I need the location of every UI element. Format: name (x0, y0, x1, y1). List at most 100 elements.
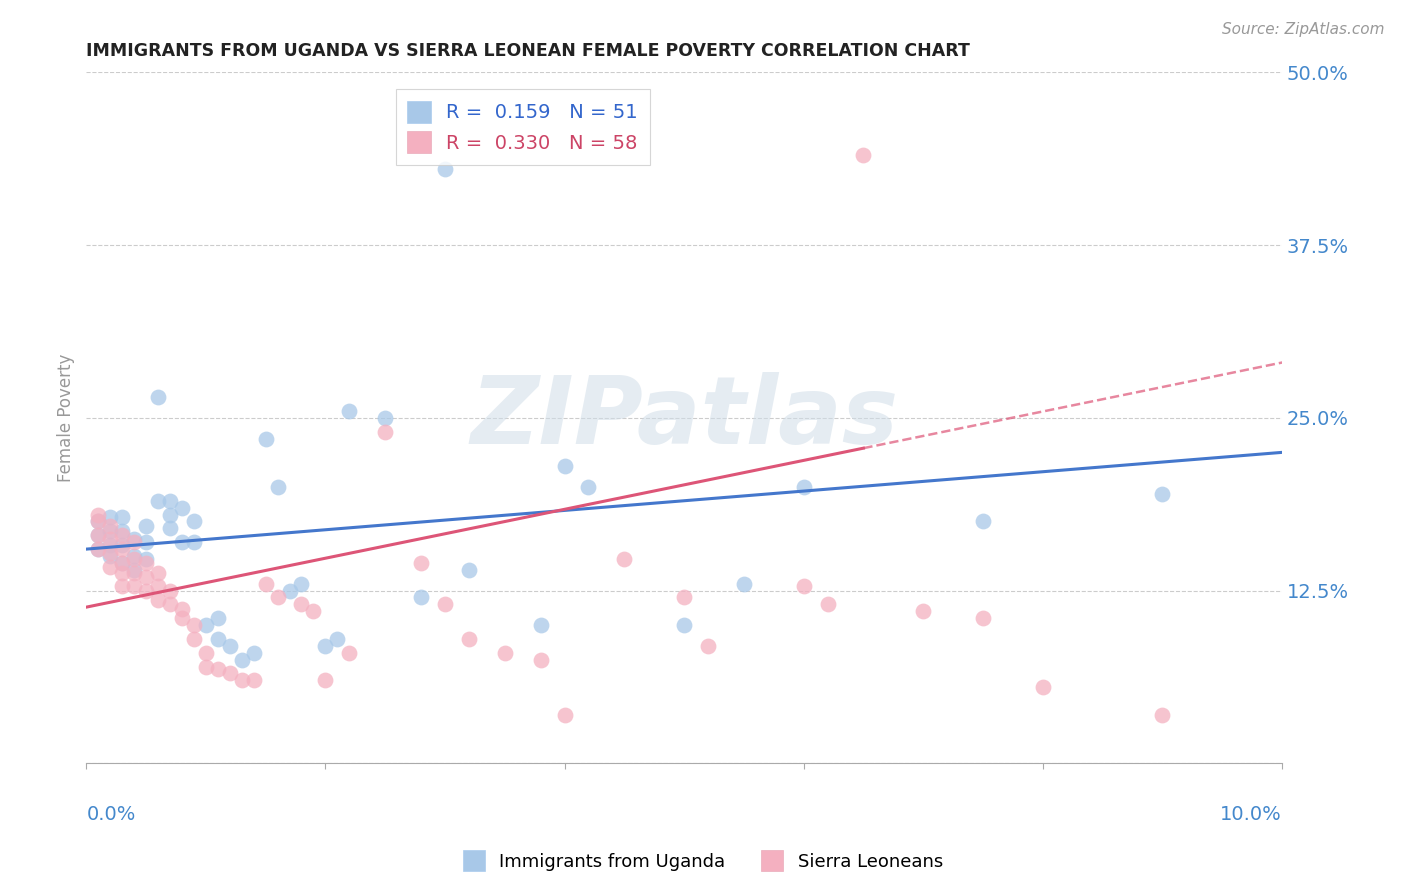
Point (111, 556, 134, 570)
Point (578, 480, 600, 494)
Point (697, 639, 720, 653)
Point (912, 604, 935, 618)
Point (122, 566, 145, 580)
Point (314, 673, 336, 688)
Point (135, 556, 157, 570)
Point (793, 579, 815, 593)
Point (122, 579, 145, 593)
Point (170, 601, 193, 615)
Point (553, 707, 575, 722)
Point (673, 591, 696, 605)
Point (135, 583, 157, 598)
Point (218, 639, 240, 653)
Point (111, 556, 134, 570)
Point (183, 632, 205, 646)
Point (146, 579, 169, 593)
Point (231, 653, 253, 667)
Point (159, 493, 181, 508)
Text: 10.0%: 10.0% (1220, 805, 1282, 823)
Point (170, 535, 193, 549)
Point (98, 549, 121, 563)
Point (98, 560, 121, 574)
Point (553, 459, 575, 474)
Point (183, 515, 205, 529)
Point (159, 598, 181, 612)
Point (146, 493, 169, 508)
Point (242, 673, 264, 688)
Point (159, 521, 181, 535)
Point (146, 566, 169, 580)
Point (254, 432, 277, 446)
Point (146, 593, 169, 607)
Point (111, 542, 134, 557)
Text: ZIPatlas: ZIPatlas (470, 372, 898, 464)
Point (111, 579, 134, 593)
Point (972, 515, 994, 529)
Legend: R =  0.159   N = 51, R =  0.330   N = 58: R = 0.159 N = 51, R = 0.330 N = 58 (395, 89, 650, 165)
Point (122, 563, 145, 577)
Point (972, 611, 994, 625)
Point (314, 639, 336, 653)
Point (337, 404, 360, 418)
Point (87, 528, 110, 542)
Point (146, 390, 169, 404)
Point (111, 566, 134, 580)
Point (433, 162, 456, 177)
Point (135, 518, 157, 533)
Point (98, 533, 121, 547)
Point (494, 646, 516, 660)
Point (817, 598, 839, 612)
Point (159, 583, 181, 598)
Point (111, 528, 134, 542)
Point (87, 542, 110, 557)
Point (194, 646, 217, 660)
Point (98, 524, 121, 538)
Point (98, 510, 121, 524)
Point (170, 611, 193, 625)
Point (159, 508, 181, 522)
Point (290, 598, 312, 612)
Point (87, 508, 110, 522)
Point (87, 528, 110, 542)
Point (457, 632, 479, 646)
Point (266, 480, 288, 494)
Point (98, 546, 121, 560)
Point (529, 653, 551, 667)
Point (122, 533, 145, 547)
Point (278, 583, 301, 598)
Point (135, 535, 157, 549)
Point (290, 576, 312, 591)
Point (87, 515, 110, 529)
Point (793, 480, 815, 494)
Point (231, 673, 253, 688)
Point (135, 551, 157, 566)
Point (302, 604, 325, 618)
Point (409, 556, 432, 570)
Point (1152, 487, 1174, 501)
Legend: Immigrants from Uganda, Sierra Leoneans: Immigrants from Uganda, Sierra Leoneans (456, 843, 950, 879)
Point (529, 618, 551, 632)
Text: 0.0%: 0.0% (86, 805, 135, 823)
Point (87, 515, 110, 529)
Point (852, 148, 875, 162)
Point (1032, 680, 1054, 694)
Point (183, 535, 205, 549)
Point (194, 659, 217, 673)
Point (207, 611, 229, 625)
Point (122, 549, 145, 563)
Point (374, 425, 396, 439)
Point (613, 551, 636, 566)
Point (122, 535, 145, 549)
Point (183, 618, 205, 632)
Point (111, 538, 134, 552)
Point (218, 666, 240, 681)
Text: Source: ZipAtlas.com: Source: ZipAtlas.com (1222, 22, 1385, 37)
Point (1152, 707, 1174, 722)
Point (409, 591, 432, 605)
Point (433, 598, 456, 612)
Point (87, 542, 110, 557)
Point (337, 646, 360, 660)
Point (207, 632, 229, 646)
Point (111, 524, 134, 538)
Point (207, 662, 229, 676)
